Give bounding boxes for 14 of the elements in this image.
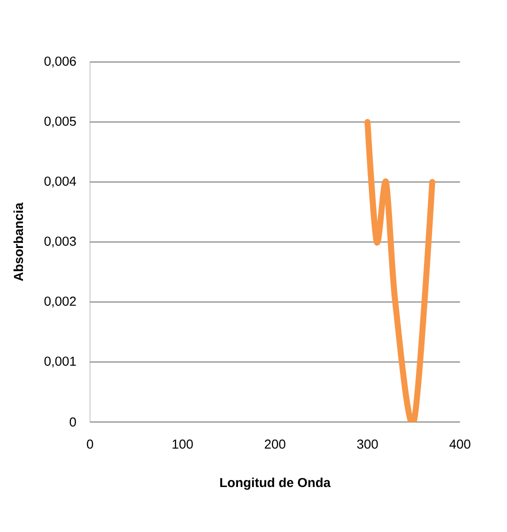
y-tick-label: 0,002 bbox=[44, 296, 76, 308]
x-tick-label: 100 bbox=[172, 440, 193, 449]
x-tick-label: 300 bbox=[357, 440, 378, 449]
x-tick-label: 0 bbox=[86, 440, 94, 449]
y-tick-label: 0,006 bbox=[44, 56, 76, 68]
x-tick-label: 200 bbox=[264, 440, 286, 449]
x-axis-title: Longitud de Onda bbox=[220, 478, 331, 490]
y-tick-label: 0 bbox=[70, 417, 76, 427]
y-axis-title: Absorbancia bbox=[14, 202, 24, 282]
y-tick-label: 0,005 bbox=[44, 116, 76, 128]
x-tick-label: 400 bbox=[449, 440, 470, 449]
y-tick-label: 0,003 bbox=[44, 236, 76, 248]
y-tick-label: 0,001 bbox=[44, 356, 76, 368]
y-tick-label: 0,004 bbox=[44, 176, 76, 188]
